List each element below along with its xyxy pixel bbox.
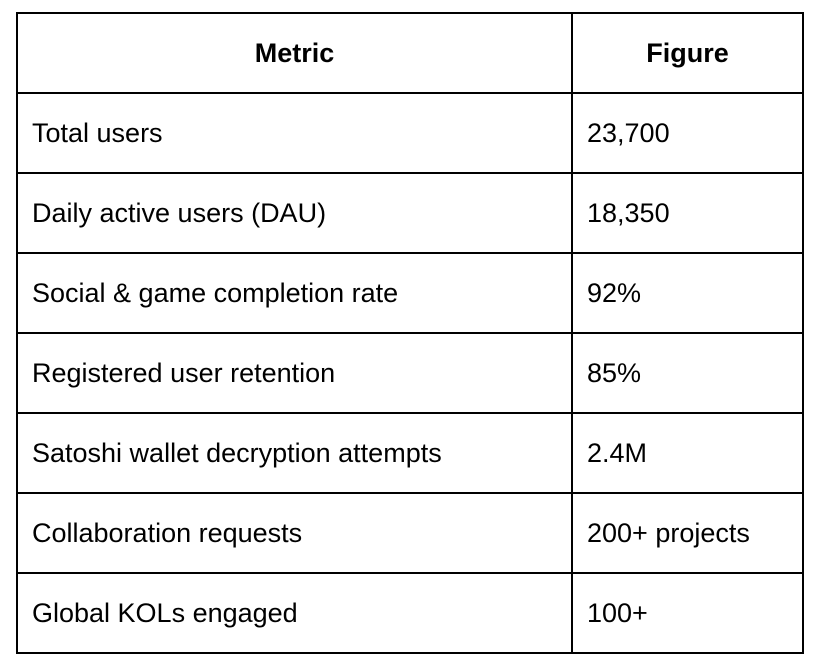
header-figure: Figure bbox=[571, 12, 804, 94]
figure-cell: 18,350 bbox=[571, 172, 804, 254]
metric-cell: Collaboration requests bbox=[16, 492, 573, 574]
metric-label: Registered user retention bbox=[32, 357, 336, 388]
table-body: Total users 23,700 Daily active users (D… bbox=[16, 92, 804, 654]
figure-value: 85% bbox=[587, 357, 642, 388]
metric-cell: Satoshi wallet decryption attempts bbox=[16, 412, 573, 494]
table-row: Registered user retention 85% bbox=[16, 332, 804, 414]
metric-label: Collaboration requests bbox=[32, 517, 303, 548]
figure-value: 18,350 bbox=[587, 197, 670, 228]
figure-cell: 92% bbox=[571, 252, 804, 334]
figure-cell: 2.4M bbox=[571, 412, 804, 494]
figure-cell: 23,700 bbox=[571, 92, 804, 174]
table-row: Satoshi wallet decryption attempts 2.4M bbox=[16, 412, 804, 494]
metric-cell: Registered user retention bbox=[16, 332, 573, 414]
table-header: Metric Figure bbox=[16, 12, 804, 94]
table-row: Daily active users (DAU) 18,350 bbox=[16, 172, 804, 254]
figure-value: 200+ projects bbox=[587, 517, 750, 548]
figure-value: 92% bbox=[587, 277, 642, 308]
metrics-table: Metric Figure Total users 23,700 Daily a… bbox=[16, 12, 804, 654]
table-row: Collaboration requests 200+ projects bbox=[16, 492, 804, 574]
metric-label: Global KOLs engaged bbox=[32, 597, 298, 628]
metrics-table-container: Metric Figure Total users 23,700 Daily a… bbox=[16, 12, 804, 654]
metric-cell: Total users bbox=[16, 92, 573, 174]
table-row: Total users 23,700 bbox=[16, 92, 804, 174]
figure-value: 100+ bbox=[587, 597, 648, 628]
metric-label: Total users bbox=[32, 117, 163, 148]
header-metric: Metric bbox=[16, 12, 573, 94]
metric-label: Satoshi wallet decryption attempts bbox=[32, 437, 442, 468]
figure-cell: 100+ bbox=[571, 572, 804, 654]
figure-value: 2.4M bbox=[587, 437, 648, 468]
metric-label: Daily active users (DAU) bbox=[32, 197, 327, 228]
metric-label: Social & game completion rate bbox=[32, 277, 399, 308]
figure-value: 23,700 bbox=[587, 117, 670, 148]
header-row: Metric Figure bbox=[16, 12, 804, 94]
metric-cell: Global KOLs engaged bbox=[16, 572, 573, 654]
figure-cell: 85% bbox=[571, 332, 804, 414]
metric-cell: Daily active users (DAU) bbox=[16, 172, 573, 254]
table-row: Global KOLs engaged 100+ bbox=[16, 572, 804, 654]
metric-cell: Social & game completion rate bbox=[16, 252, 573, 334]
figure-cell: 200+ projects bbox=[571, 492, 804, 574]
table-row: Social & game completion rate 92% bbox=[16, 252, 804, 334]
